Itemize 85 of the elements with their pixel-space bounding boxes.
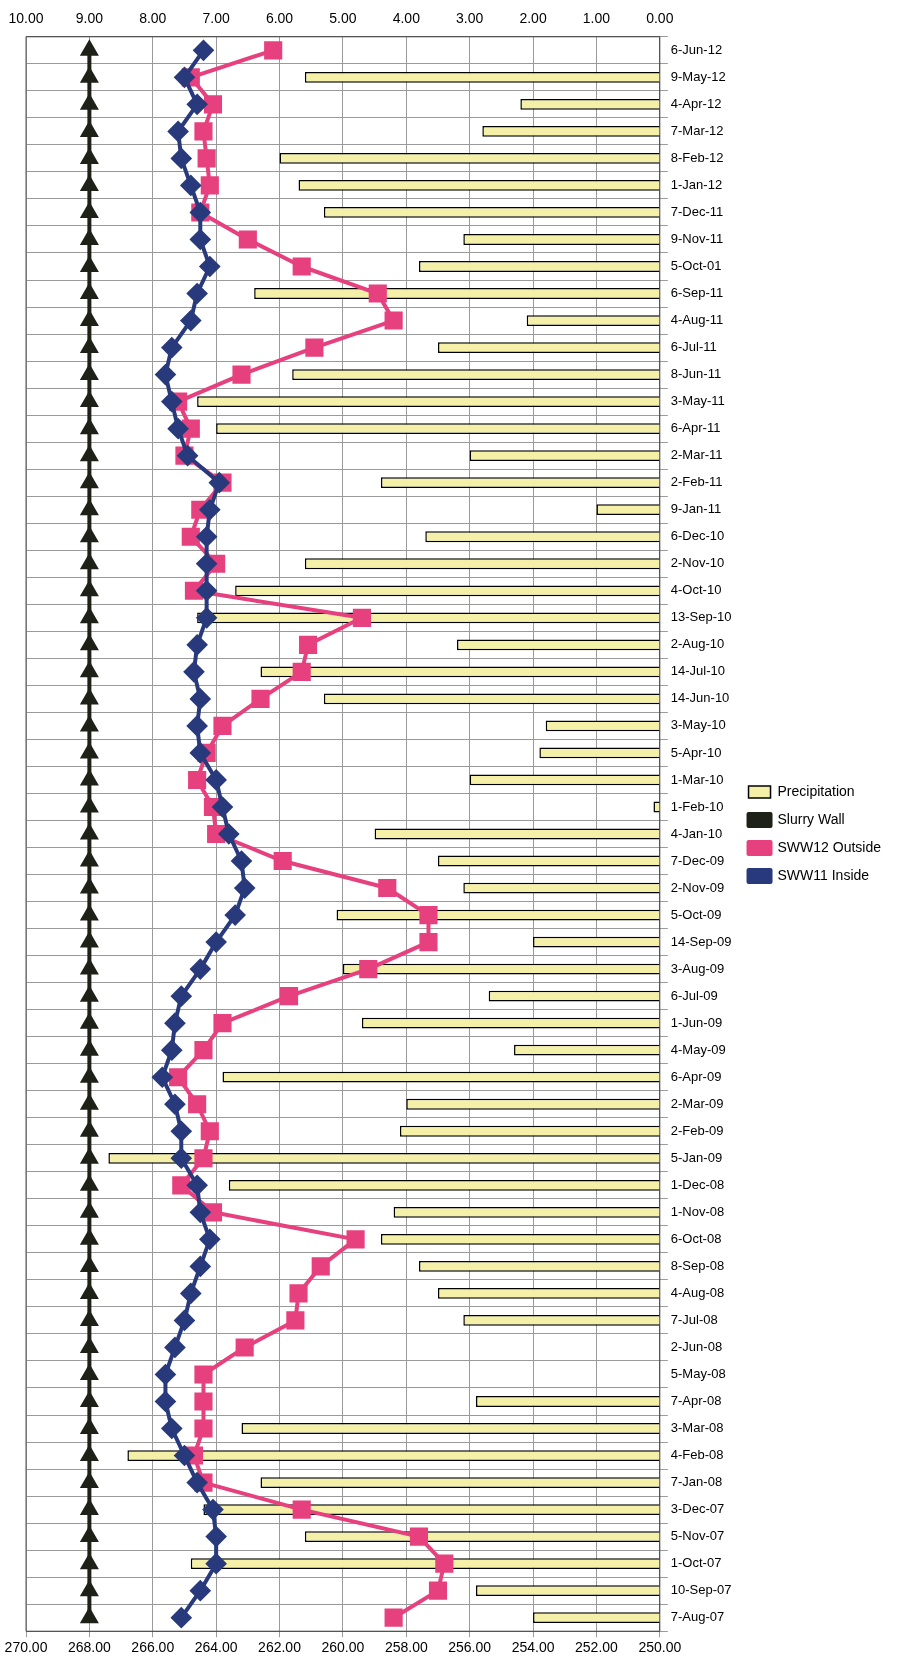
y-tick-label: 6-Oct-08 <box>670 1230 722 1246</box>
y-tick-label: 7-Mar-12 <box>670 122 724 138</box>
y-tick-label: 2-Feb-11 <box>670 474 723 490</box>
y-tick-label: 6-Jun-12 <box>670 41 723 57</box>
x-tick-label: 264.00 <box>194 1639 238 1656</box>
x-tick-label: 250.00 <box>638 1639 682 1656</box>
x-tick-label: 258.00 <box>384 1639 428 1656</box>
x-tick-label: 262.00 <box>258 1639 302 1656</box>
legend-label: SWW11 Inside <box>777 866 870 883</box>
y-tick-label: 14-Jun-10 <box>670 690 730 706</box>
y-tick-label: 6-Jul-09 <box>670 987 718 1003</box>
x-tick-label: 270.00 <box>4 1639 48 1656</box>
x2-tick-label: 7.00 <box>202 10 230 27</box>
y-tick-label: 3-Dec-07 <box>670 1501 725 1517</box>
y-tick-label: 2-Jun-08 <box>670 1339 723 1355</box>
y-tick-label: 5-May-08 <box>670 1366 726 1382</box>
y-tick-label: 6-Apr-09 <box>670 1068 722 1084</box>
x-tick-label: 252.00 <box>575 1639 619 1656</box>
y-tick-label: 5-Nov-07 <box>670 1528 725 1544</box>
y-tick-label: 6-Jul-11 <box>670 339 717 355</box>
y-tick-label: 6-Sep-11 <box>670 285 724 301</box>
y-tick-label: 2-Feb-09 <box>670 1122 724 1138</box>
x2-tick-label: 1.00 <box>582 10 611 27</box>
y-tick-label: 5-Jan-09 <box>670 1149 723 1165</box>
legend-label: SWW12 Outside <box>777 838 882 855</box>
y-tick-label: 4-Apr-12 <box>670 95 722 111</box>
x2-tick-label: 10.00 <box>8 10 44 27</box>
y-tick-label: 13-Sep-10 <box>670 609 732 625</box>
y-tick-label: 5-Oct-01 <box>670 258 722 274</box>
y-tick-label: 14-Jul-10 <box>670 663 726 679</box>
y-tick-label: 1-Nov-08 <box>670 1203 725 1219</box>
y-tick-label: 7-Jul-08 <box>670 1312 718 1328</box>
y-tick-label: 9-Jan-11 <box>670 501 722 517</box>
y-tick-label: 8-Jun-11 <box>670 366 722 382</box>
y-tick-label: 1-Mar-10 <box>670 771 724 787</box>
y-tick-label: 4-Aug-08 <box>670 1284 725 1300</box>
y-tick-label: 3-Aug-09 <box>670 960 725 976</box>
y-tick-label: 9-Nov-11 <box>670 231 724 247</box>
y-tick-label: 1-Jan-12 <box>670 177 723 193</box>
x2-tick-label: 5.00 <box>329 10 357 27</box>
x2-tick-label: 3.00 <box>456 10 484 27</box>
y-tick-label: 2-Mar-09 <box>670 1095 724 1111</box>
x-tick-label: 256.00 <box>448 1639 492 1656</box>
y-tick-label: 3-Mar-08 <box>670 1420 724 1436</box>
x-tick-label: 268.00 <box>67 1639 111 1656</box>
legend-label: Precipitation <box>777 782 855 799</box>
y-tick-label: 5-Oct-09 <box>670 906 722 922</box>
x-tick-label: 260.00 <box>321 1639 365 1656</box>
y-tick-label: 5-Apr-10 <box>670 744 722 760</box>
x2-tick-label: 9.00 <box>75 10 104 27</box>
y-tick-label: 7-Jan-08 <box>670 1474 723 1490</box>
y-tick-label: 8-Sep-08 <box>670 1257 725 1273</box>
x2-tick-label: 8.00 <box>139 10 167 27</box>
y-tick-label: 7-Dec-11 <box>670 204 724 220</box>
x2-tick-label: 0.00 <box>646 10 674 27</box>
y-tick-label: 4-Jan-10 <box>670 825 723 841</box>
y-tick-label: 2-Mar-11 <box>670 447 723 463</box>
y-tick-label: 2-Nov-10 <box>670 555 725 571</box>
y-tick-label: 7-Dec-09 <box>670 852 725 868</box>
y-tick-label: 4-Aug-11 <box>670 312 724 328</box>
x2-tick-label: 4.00 <box>392 10 421 27</box>
y-tick-label: 7-Aug-07 <box>670 1609 725 1625</box>
x2-tick-label: 6.00 <box>265 10 294 27</box>
y-tick-label: 4-Feb-08 <box>670 1447 724 1463</box>
x-tick-label: 266.00 <box>131 1639 175 1656</box>
y-tick-label: 8-Feb-12 <box>670 149 724 165</box>
y-tick-label: 4-Oct-10 <box>670 582 722 598</box>
y-tick-label: 10-Sep-07 <box>670 1582 732 1598</box>
x2-tick-label: 2.00 <box>519 10 547 27</box>
y-tick-label: 1-Feb-10 <box>670 798 724 814</box>
y-tick-label: 6-Dec-10 <box>670 528 725 544</box>
y-tick-label: 4-May-09 <box>670 1041 726 1057</box>
y-tick-label: 3-May-11 <box>670 393 725 409</box>
y-tick-label: 1-Oct-07 <box>670 1555 722 1571</box>
y-tick-label: 2-Aug-10 <box>670 636 725 652</box>
y-tick-label: 7-Apr-08 <box>670 1393 722 1409</box>
x-tick-label: 254.00 <box>511 1639 555 1656</box>
y-tick-label: 14-Sep-09 <box>670 933 732 949</box>
y-tick-label: 9-May-12 <box>670 68 726 84</box>
y-tick-label: 6-Apr-11 <box>670 420 721 436</box>
legend-label: Slurry Wall <box>777 810 845 827</box>
y-tick-label: 2-Nov-09 <box>670 879 725 895</box>
y-tick-label: 1-Jun-09 <box>670 1014 723 1030</box>
y-tick-label: 3-May-10 <box>670 717 726 733</box>
y-tick-label: 1-Dec-08 <box>670 1176 725 1192</box>
